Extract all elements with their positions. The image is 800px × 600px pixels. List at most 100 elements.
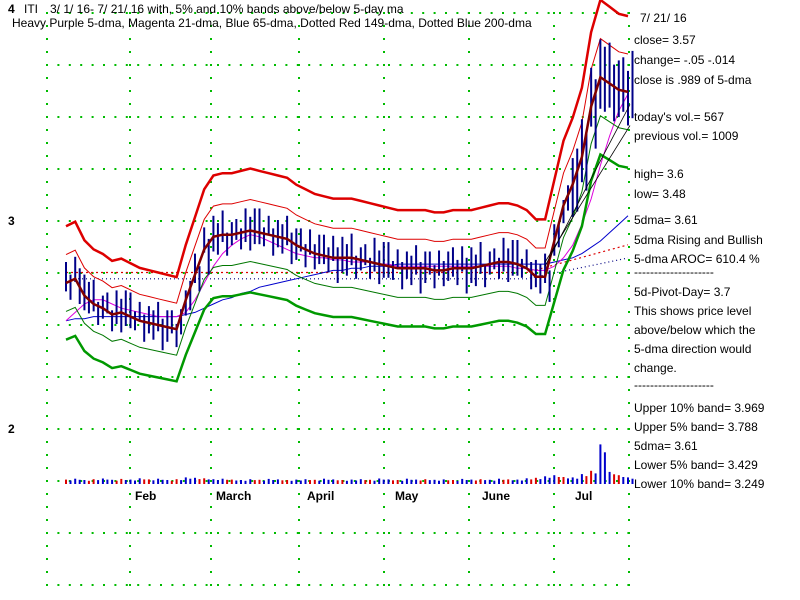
volume-bar — [474, 480, 477, 484]
grid-dot — [114, 64, 117, 66]
grid-dot — [129, 402, 131, 404]
grid-dot — [445, 480, 447, 482]
grid-dot — [46, 220, 48, 222]
grid-dot — [628, 285, 630, 287]
y-tick-4: 4 — [8, 2, 15, 16]
grid-dot — [129, 77, 131, 79]
grid-dot — [239, 532, 242, 534]
volume-bar — [456, 480, 459, 484]
grid-dot — [308, 376, 311, 378]
grid-dot — [228, 116, 231, 118]
grid-dot — [296, 428, 299, 430]
grid-dot — [68, 324, 71, 326]
grid-dot — [298, 90, 300, 92]
grid-dot — [125, 168, 128, 170]
grid-dot — [80, 168, 83, 170]
grid-dot — [251, 64, 254, 66]
grid-dot — [553, 64, 555, 66]
grid-dot — [536, 428, 539, 430]
grid-dot — [553, 38, 555, 40]
grid-dot — [137, 220, 140, 222]
grid-dot — [456, 116, 459, 118]
grid-dot — [628, 207, 630, 209]
grid-dot — [129, 155, 131, 157]
grid-dot — [410, 532, 413, 534]
grid-dot — [298, 506, 300, 508]
grid-dot — [353, 324, 356, 326]
grid-dot — [536, 220, 539, 222]
grid-dot — [433, 12, 436, 14]
stat-pivot-note-3: 5-dma direction would — [634, 342, 751, 356]
grid-dot — [46, 38, 48, 40]
grid-dot — [559, 324, 561, 326]
grid-dot — [114, 532, 117, 534]
grid-dot — [298, 415, 300, 417]
grid-dot — [383, 194, 385, 196]
grid-dot — [547, 584, 550, 586]
volume-bar — [387, 479, 390, 484]
grid-dot — [553, 454, 555, 456]
volume-bar — [627, 477, 629, 484]
grid-dot — [137, 584, 140, 586]
volume-bar — [590, 470, 593, 484]
grid-dot — [46, 298, 48, 300]
grid-dot — [513, 64, 516, 66]
grid-dot — [410, 64, 413, 66]
grid-dot — [383, 168, 385, 170]
grid-dot — [628, 246, 630, 248]
grid-dot — [68, 168, 71, 170]
grid-dot — [129, 207, 131, 209]
grid-dot — [365, 376, 368, 378]
chart-title: 3/ 1/ 16- 7/ 21/ 16 with, 5% and 10% ban… — [50, 2, 404, 16]
volume-bar — [286, 480, 289, 484]
volume-bar — [447, 480, 450, 484]
grid-dot — [194, 220, 197, 222]
grid-dot — [331, 324, 333, 326]
grid-dot — [298, 103, 300, 105]
grid-dot — [129, 454, 131, 456]
stat-pivot: 5d-Pivot-Day= 3.7 — [634, 285, 731, 299]
grid-dot — [524, 272, 527, 274]
grid-dot — [353, 116, 356, 118]
grid-dot — [57, 116, 60, 118]
grid-dot — [331, 480, 333, 482]
grid-dot — [129, 142, 131, 144]
grid-dot — [468, 337, 470, 339]
grid-dot — [210, 571, 212, 573]
volume-bar — [166, 480, 169, 484]
grid-dot — [319, 324, 322, 326]
grid-dot — [285, 532, 288, 534]
grid-dot — [410, 220, 413, 222]
grid-dot — [298, 77, 300, 79]
grid-dot — [91, 168, 94, 170]
grid-dot — [308, 428, 311, 430]
grid-dot — [262, 168, 265, 170]
grid-dot — [160, 584, 162, 586]
month-label-june: June — [482, 489, 510, 503]
volume-bar — [120, 478, 123, 484]
grid-dot — [68, 64, 71, 66]
grid-dot — [262, 428, 265, 430]
grid-dot — [298, 402, 300, 404]
grid-dot — [628, 25, 630, 27]
volume-bar — [410, 479, 413, 484]
volume-bar — [525, 478, 528, 484]
grid-dot — [308, 116, 311, 118]
grid-dot — [46, 363, 48, 365]
grid-dot — [210, 584, 212, 586]
grid-dot — [383, 545, 385, 547]
grid-dot — [628, 454, 630, 456]
grid-dot — [160, 532, 162, 534]
grid-dot — [468, 155, 470, 157]
grid-dot — [171, 376, 174, 378]
grid-dot — [502, 428, 504, 430]
grid-dot — [593, 220, 596, 222]
grid-dot — [383, 337, 385, 339]
grid-dot — [129, 285, 131, 287]
grid-dot — [365, 220, 368, 222]
grid-dot — [604, 428, 607, 430]
grid-dot — [46, 376, 48, 378]
volume-bar — [65, 479, 67, 484]
grid-dot — [628, 194, 630, 196]
grid-dot — [274, 324, 276, 326]
